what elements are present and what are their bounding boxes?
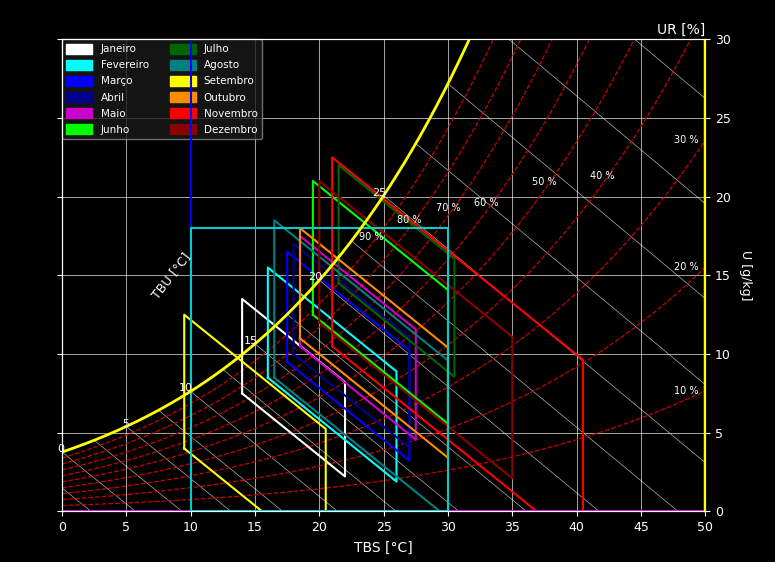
Text: 80 %: 80 % (397, 215, 422, 225)
Text: 15: 15 (243, 336, 257, 346)
Text: 90 %: 90 % (359, 232, 383, 242)
Text: TBU [°C]: TBU [°C] (150, 250, 193, 301)
Text: 25: 25 (372, 188, 386, 198)
Text: 20 %: 20 % (674, 262, 699, 272)
Text: 10: 10 (179, 383, 193, 393)
Text: 0: 0 (57, 444, 64, 454)
Text: 30 %: 30 % (674, 135, 699, 146)
Text: 70 %: 70 % (436, 203, 460, 213)
X-axis label: TBS [°C]: TBS [°C] (354, 541, 413, 555)
Text: 5: 5 (122, 419, 129, 428)
Text: 60 %: 60 % (474, 198, 499, 208)
Text: UR [%]: UR [%] (657, 23, 705, 37)
Text: 20: 20 (308, 273, 322, 282)
Y-axis label: U [g/kg]: U [g/kg] (739, 250, 752, 301)
Text: 10 %: 10 % (674, 386, 699, 396)
Text: 40 %: 40 % (590, 171, 615, 181)
Bar (191, 228, 448, 511)
Text: 50 %: 50 % (532, 176, 556, 187)
Legend: Janeiro, Fevereiro, Março, Abril, Maio, Junho, Julho, Agosto, Setembro, Outubro,: Janeiro, Fevereiro, Março, Abril, Maio, … (62, 39, 262, 139)
